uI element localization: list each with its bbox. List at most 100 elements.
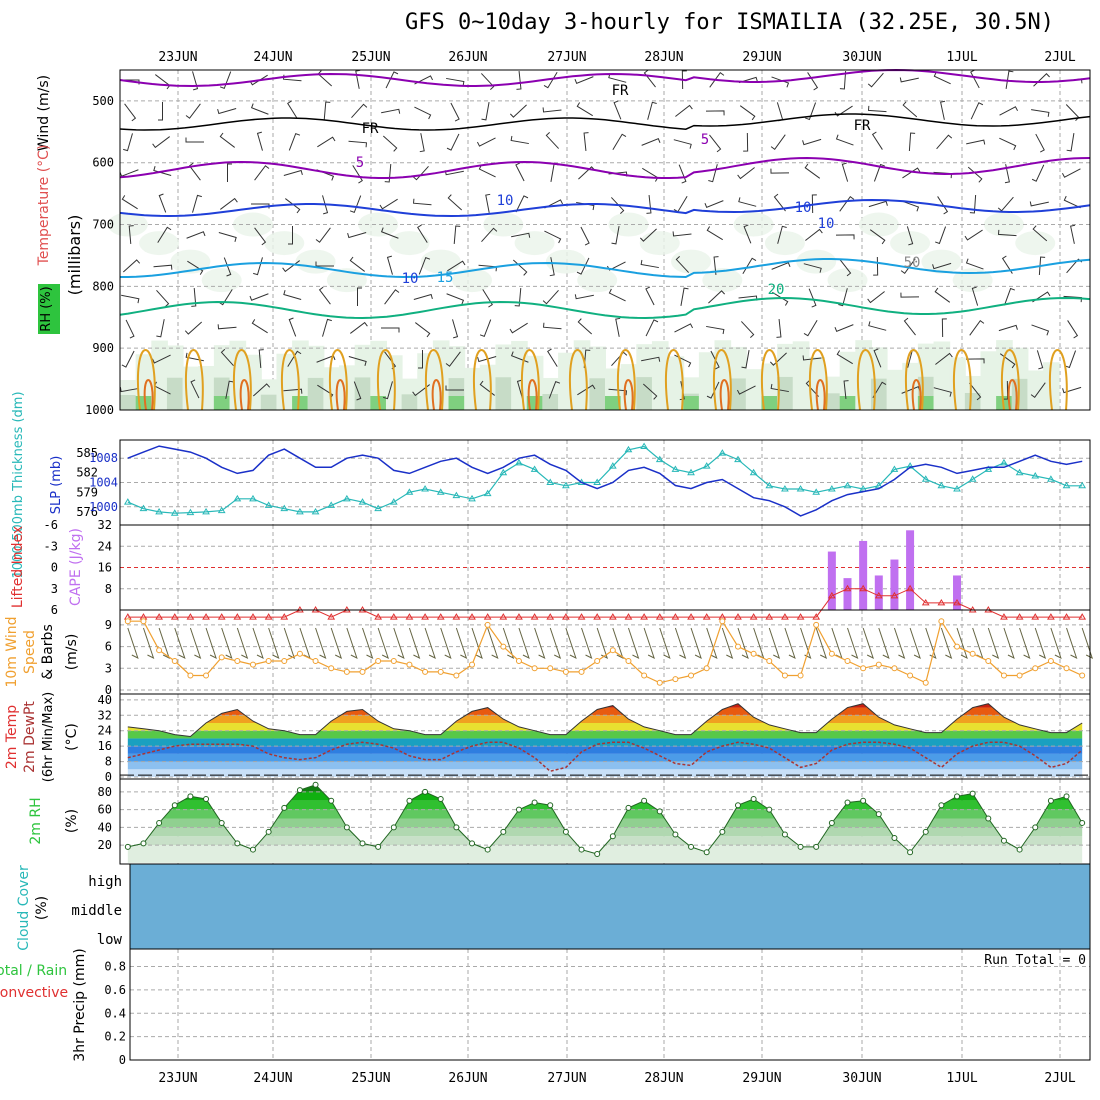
wind-speed-line-point — [453, 672, 460, 679]
wind-barb — [839, 196, 855, 212]
wind-barb — [121, 195, 138, 210]
surface-wind-barb — [1066, 627, 1078, 659]
wind-barb — [965, 358, 985, 364]
wind-barb — [776, 102, 784, 122]
rh-shade-mid — [166, 377, 184, 410]
wind-barb — [803, 320, 818, 337]
ytick-rh: 20 — [98, 838, 112, 852]
rh-line-point — [719, 828, 726, 835]
contour-label: 10 — [402, 271, 419, 287]
thickness-line-point — [812, 488, 821, 495]
freezing-level-contour — [119, 113, 1091, 131]
rh-shade-light — [651, 341, 669, 410]
wind-barb — [481, 227, 498, 243]
wind-barb — [1031, 324, 1050, 336]
rh-line-point — [296, 787, 303, 794]
rh-blob — [139, 231, 180, 256]
temp-band — [127, 703, 1083, 708]
temp-contour-25c — [1000, 349, 1020, 411]
temp-band — [127, 753, 1083, 762]
ytick-mb: 900 — [92, 341, 114, 355]
wind-barb — [770, 383, 789, 393]
wind-barb — [547, 348, 558, 367]
wind-barb — [580, 226, 590, 246]
surface-wind-barb — [471, 627, 483, 659]
wind-speed-line-point — [406, 661, 413, 668]
wind-barb — [937, 196, 949, 215]
cape-bar — [859, 540, 868, 610]
rh-band — [127, 818, 1083, 828]
rh-line-point — [281, 804, 288, 811]
wind-barb — [940, 100, 946, 120]
wind-barb — [250, 103, 269, 115]
thickness-line-point — [608, 462, 617, 469]
rh-line-point — [531, 799, 538, 806]
rh-shade-light — [902, 362, 919, 410]
date-label-top: 23JUN — [158, 50, 197, 65]
thickness-line-point — [796, 485, 805, 492]
rh-line-point — [1063, 793, 1070, 800]
wind-barb — [967, 166, 983, 183]
thickness-line-point — [781, 485, 789, 492]
wind-barb — [706, 381, 720, 399]
thickness-line-point — [170, 509, 179, 516]
li-line-point — [546, 613, 555, 620]
wind-barb — [453, 225, 461, 245]
wind-barb — [639, 228, 657, 242]
li-line-point — [280, 613, 289, 620]
wind-barb — [225, 380, 234, 399]
date-label-top: 28JUN — [644, 50, 683, 65]
surface-wind-barb — [221, 627, 233, 659]
li-line-point — [937, 598, 946, 606]
surface-wind-barb — [393, 627, 405, 659]
wind-barb — [227, 163, 232, 182]
temp-contour-30c — [527, 379, 538, 411]
rh-line-point — [171, 802, 178, 809]
wind-barb — [811, 194, 817, 214]
wind-speed-line-point — [719, 618, 726, 625]
wind-speed-line-point — [437, 668, 444, 675]
rh-line-point — [875, 811, 882, 818]
surface-wind-barb — [1003, 627, 1015, 659]
rh-line-point — [437, 795, 444, 802]
wind-barb — [219, 71, 232, 90]
rh-blob — [608, 212, 649, 237]
surface-wind-barb — [737, 627, 749, 659]
wind-barb — [447, 194, 463, 211]
wind-barb — [868, 321, 887, 331]
rh-shade-light — [464, 367, 481, 410]
wind-speed-line-point — [187, 672, 194, 679]
wind-barb — [283, 169, 303, 176]
thickness-line-point — [734, 455, 742, 463]
li-line-point — [749, 613, 758, 620]
ylabel-thickness: 1000-500mb Thickness (dm) — [11, 391, 26, 578]
surface-wind-barb — [549, 627, 562, 659]
temp-band — [120, 692, 1090, 700]
rh-line-point — [578, 846, 585, 853]
surface-wind-barb — [455, 627, 468, 659]
wind-barb — [157, 226, 172, 243]
surface-wind-barb — [659, 627, 671, 659]
wind-barb — [672, 231, 692, 237]
wind-barb — [217, 324, 237, 330]
rh-shade-high — [448, 396, 466, 410]
date-label-top: 29JUN — [742, 50, 781, 65]
temp-contour-25c — [136, 349, 156, 411]
surface-wind-barb — [362, 627, 374, 659]
wind-barb — [156, 319, 165, 338]
rh-line-point — [390, 824, 397, 831]
thickness-line-point — [139, 504, 148, 512]
temp-contour-25c — [616, 349, 636, 411]
wind-barb — [318, 286, 331, 305]
thickness-line-point — [765, 481, 774, 489]
wind-barb — [803, 263, 822, 273]
surface-wind-barb — [784, 627, 796, 659]
ytick-wind: 9 — [105, 618, 112, 632]
li-line-point — [890, 591, 899, 599]
ylabel-temp-units: (°C) — [64, 723, 80, 751]
li-line-point — [452, 613, 461, 620]
thickness-line-point — [483, 489, 492, 497]
wind-barb — [771, 261, 791, 270]
wind-barb — [776, 318, 782, 338]
thickness-line-point — [843, 481, 852, 489]
